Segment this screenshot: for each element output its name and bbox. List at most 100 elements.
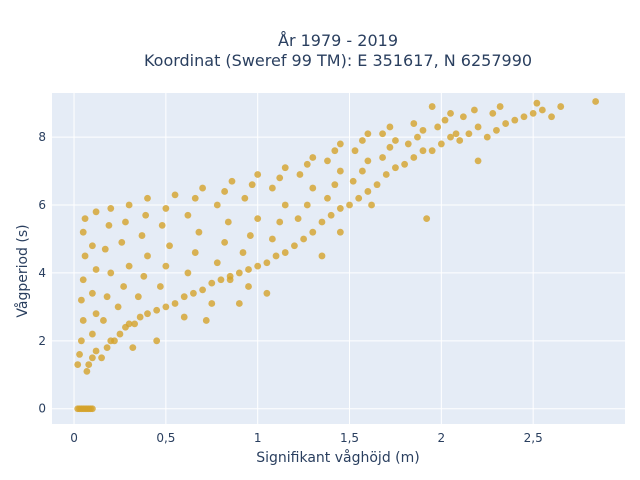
scatter-point [336, 167, 344, 175]
scatter-point [79, 228, 87, 236]
scatter-point [76, 351, 83, 358]
scatter-point [428, 103, 436, 110]
scatter-point [318, 218, 326, 226]
scatter-point [111, 337, 118, 345]
scatter-point [303, 201, 311, 209]
y-tick-label: 6 [38, 198, 46, 212]
scatter-point [465, 130, 473, 138]
scatter-point [140, 272, 148, 280]
scatter-point [105, 222, 113, 229]
scatter-point [101, 245, 109, 253]
scatter-point [336, 140, 344, 148]
scatter-point [474, 157, 482, 165]
scatter-point [74, 361, 82, 368]
scatter-point [254, 171, 262, 178]
scatter-point [336, 228, 344, 236]
scatter-point [349, 177, 357, 185]
scatter-point [263, 289, 271, 297]
scatter-point [136, 313, 144, 321]
data-points [74, 98, 600, 413]
scatter-point [493, 126, 500, 134]
scatter-point [162, 262, 170, 270]
scatter-point [156, 283, 164, 290]
scatter-point [213, 201, 221, 209]
scatter-point [92, 310, 100, 318]
scatter-point [548, 113, 555, 121]
scatter-point [327, 211, 335, 219]
scatter-point [213, 259, 221, 267]
scatter-point [226, 276, 234, 284]
scatter-point [239, 249, 247, 256]
scatter-point [410, 154, 418, 161]
scatter-point [190, 289, 197, 297]
scatter-point [368, 201, 375, 209]
scatter-point [276, 174, 284, 182]
scatter-point [89, 330, 96, 338]
scatter-point [144, 252, 151, 260]
scatter-point [235, 300, 243, 307]
scatter-point [303, 160, 311, 168]
x-tick-label: 2 [438, 431, 446, 445]
grid-lines [52, 93, 625, 424]
scatter-point [414, 133, 421, 141]
scatter-point [85, 361, 93, 368]
y-tick-label: 0 [38, 402, 46, 416]
scatter-point [434, 123, 442, 131]
scatter-point [125, 262, 133, 270]
scatter-point [520, 113, 528, 121]
scatter-point [153, 337, 161, 345]
chart-subtitle: Koordinat (Sweref 99 TM): E 351617, N 62… [144, 51, 532, 70]
scatter-point [184, 269, 192, 277]
scatter-point [89, 405, 96, 413]
scatter-point [114, 303, 122, 311]
scatter-point [309, 228, 317, 236]
scatter-point [92, 347, 100, 355]
scatter-point [144, 194, 151, 202]
scatter-point [81, 252, 89, 260]
scatter-point [195, 228, 203, 236]
y-axis-ticks: 0 2 4 6 8 [38, 130, 46, 416]
scatter-point [79, 317, 87, 324]
scatter-point [144, 310, 151, 318]
scatter-point [296, 171, 304, 178]
scatter-point [263, 259, 271, 267]
x-axis-ticks: 0 0,5 1 1,5 2 2,5 [70, 431, 543, 445]
scatter-point [441, 116, 449, 124]
scatter-point [103, 344, 111, 352]
scatter-point [474, 123, 482, 131]
scatter-point [199, 286, 207, 294]
scatter-point [379, 154, 386, 161]
scatter-point [166, 242, 173, 250]
scatter-point [351, 147, 359, 155]
scatter-point [346, 201, 353, 209]
scatter-point [268, 184, 276, 192]
scatter-point [437, 140, 445, 148]
scatter-point [100, 317, 107, 324]
scatter-point [131, 320, 139, 328]
scatter-point [419, 126, 427, 134]
scatter-point [392, 137, 399, 144]
scatter-point [483, 133, 491, 141]
x-tick-label: 0,5 [156, 431, 175, 445]
scatter-point [324, 194, 331, 202]
scatter-point [538, 106, 546, 114]
scatter-point [404, 140, 412, 148]
scatter-point [386, 123, 394, 131]
scatter-point [358, 137, 366, 144]
scatter-point [254, 262, 262, 270]
scatter-point [428, 147, 436, 155]
scatter-point [118, 238, 126, 246]
scatter-point [245, 283, 252, 290]
scatter-point [208, 279, 216, 287]
scatter-point [268, 235, 276, 243]
scatter-point [221, 188, 229, 195]
scatter-point [276, 218, 284, 226]
scatter-point [309, 154, 317, 161]
scatter-point [291, 242, 298, 250]
scatter-point [107, 269, 115, 277]
scatter-point [199, 184, 207, 192]
scatter-point [221, 238, 229, 246]
scatter-point [246, 232, 254, 239]
scatter-point [228, 177, 236, 185]
scatter-point [158, 222, 166, 229]
